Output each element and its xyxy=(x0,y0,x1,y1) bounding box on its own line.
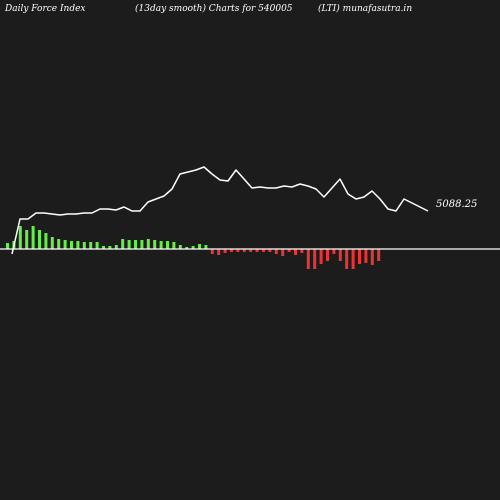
force-bar xyxy=(127,240,131,249)
force-bar xyxy=(358,249,361,264)
force-bar xyxy=(166,241,169,249)
force-bar xyxy=(178,245,182,249)
force-bar xyxy=(326,249,329,261)
force-bar xyxy=(236,249,240,252)
force-bar xyxy=(223,249,227,253)
force-bar xyxy=(114,245,118,249)
force-bar xyxy=(25,230,29,249)
force-bar xyxy=(294,249,297,255)
force-bar xyxy=(332,249,336,254)
force-bar xyxy=(319,249,323,264)
force-bar xyxy=(230,249,233,252)
force-bar xyxy=(140,240,144,249)
force-bar xyxy=(102,246,105,249)
force-bar xyxy=(70,241,73,249)
force-bar xyxy=(159,241,163,249)
force-bar xyxy=(217,249,221,255)
force-bar xyxy=(287,249,291,252)
force-bar xyxy=(44,233,48,249)
force-bar xyxy=(57,239,61,249)
chart-title-right: (LTI) munafasutra.in xyxy=(318,3,412,14)
force-bar xyxy=(274,249,278,254)
force-bar xyxy=(281,249,285,256)
smoothed-price-line xyxy=(11,166,429,255)
force-bar xyxy=(351,249,355,269)
force-bar xyxy=(300,249,304,253)
force-bar xyxy=(268,249,272,252)
force-bar xyxy=(204,245,208,249)
force-bar xyxy=(338,249,342,261)
force-bar xyxy=(146,239,150,249)
force-bar xyxy=(377,249,381,261)
force-bar xyxy=(255,249,259,252)
force-bar xyxy=(345,249,349,269)
force-bar xyxy=(210,249,214,254)
force-bar xyxy=(370,249,374,265)
chart-title-left: Daily Force Index xyxy=(4,4,86,14)
force-bar xyxy=(198,244,201,249)
force-bar xyxy=(262,249,265,252)
force-bar xyxy=(172,242,176,249)
force-bar xyxy=(31,226,35,249)
force-bar xyxy=(82,242,86,249)
force-bar xyxy=(63,240,67,249)
force-bar xyxy=(50,237,54,249)
force-bar xyxy=(95,242,99,249)
force-bar xyxy=(108,246,112,249)
force-bar xyxy=(121,239,125,249)
chart-title-center: (13day smooth) Charts for 540005 xyxy=(135,3,293,14)
force-bar xyxy=(191,246,195,249)
force-bar xyxy=(18,226,22,249)
force-bar xyxy=(134,240,137,249)
force-bar xyxy=(185,247,189,249)
force-bar xyxy=(242,249,246,252)
force-bar xyxy=(306,249,310,269)
force-bar xyxy=(153,240,157,249)
force-bar xyxy=(6,243,9,249)
force-bar xyxy=(313,249,317,269)
force-bar xyxy=(364,249,368,263)
force-bar xyxy=(89,242,93,249)
force-bar xyxy=(76,241,80,249)
last-value-label: 5088.25 xyxy=(436,199,477,210)
force-bar xyxy=(38,230,41,249)
force-index-bars xyxy=(6,226,381,269)
force-bar xyxy=(249,249,253,252)
